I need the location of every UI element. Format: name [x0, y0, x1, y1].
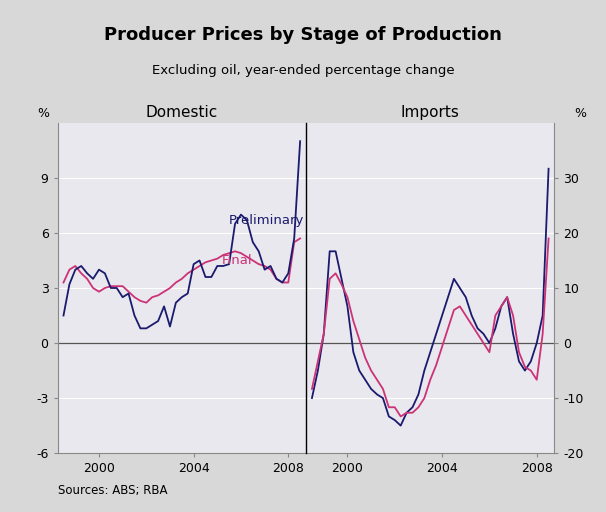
- Text: Domestic: Domestic: [145, 104, 218, 120]
- Text: Sources: ABS; RBA: Sources: ABS; RBA: [58, 484, 167, 497]
- Text: Preliminary: Preliminary: [229, 214, 304, 227]
- Text: %: %: [38, 106, 50, 120]
- Text: Imports: Imports: [401, 104, 460, 120]
- Text: Final: Final: [222, 254, 253, 267]
- Text: %: %: [574, 106, 587, 120]
- Text: Producer Prices by Stage of Production: Producer Prices by Stage of Production: [104, 26, 502, 44]
- Text: Excluding oil, year-ended percentage change: Excluding oil, year-ended percentage cha…: [152, 64, 454, 77]
